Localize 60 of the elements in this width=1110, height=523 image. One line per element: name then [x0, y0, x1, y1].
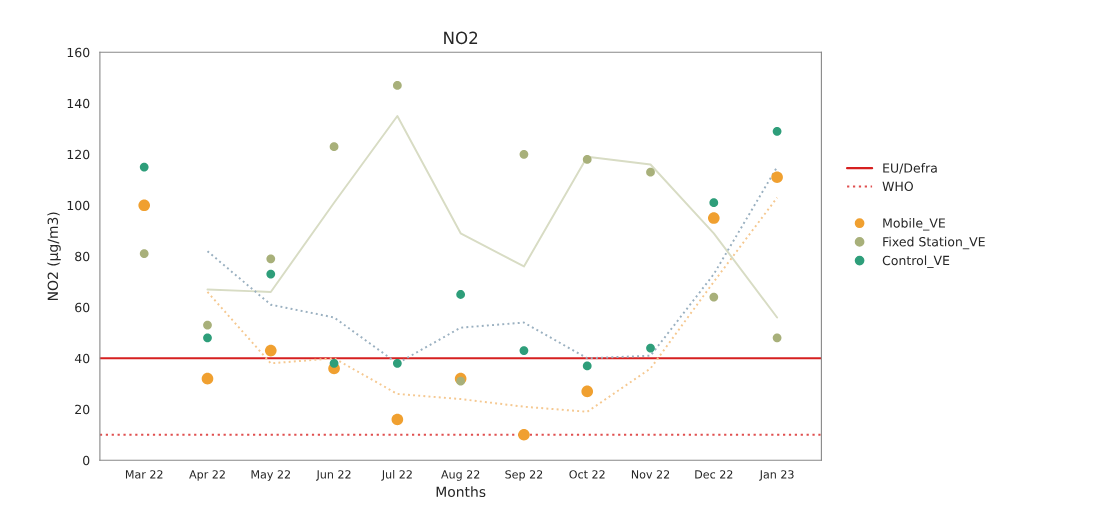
point — [392, 81, 402, 90]
point — [456, 290, 466, 299]
x-tick-label: Jun 22 — [315, 470, 351, 481]
y-axis-title: NO2 (µg/m3) — [47, 212, 61, 300]
legend-label: Control_VE — [882, 255, 950, 268]
point — [264, 344, 277, 357]
point — [392, 358, 402, 368]
legend-label: EU/Defra — [883, 163, 937, 174]
point — [646, 167, 655, 177]
y-tick-label: 100 — [67, 200, 90, 211]
point — [581, 385, 594, 398]
point — [456, 376, 466, 386]
point — [329, 358, 339, 368]
point — [266, 269, 276, 279]
x-tick-label: Aug 22 — [441, 470, 480, 481]
point — [201, 372, 214, 385]
point — [391, 413, 404, 426]
point — [709, 198, 719, 208]
point — [582, 361, 592, 371]
chart-title: NO2 — [444, 31, 478, 45]
x-tick-label: Sep 22 — [505, 470, 543, 481]
legend-label: Mobile_VE — [883, 218, 945, 231]
point — [771, 171, 783, 184]
point — [139, 162, 149, 172]
point — [203, 333, 212, 343]
y-tick-label: 60 — [75, 302, 90, 313]
x-tick-label: Nov 22 — [631, 470, 670, 479]
point — [139, 249, 149, 259]
y-tick-label: 20 — [75, 404, 90, 415]
x-tick-label: May 22 — [251, 470, 290, 481]
y-tick-label: 0 — [83, 455, 90, 466]
point — [582, 154, 592, 164]
y-tick-label: 120 — [67, 149, 90, 160]
line-series — [206, 115, 779, 319]
y-tick-label: 140 — [67, 98, 90, 109]
y-tick-label: 160 — [67, 47, 90, 58]
point — [772, 333, 782, 343]
x-tick-label: Jul 22 — [381, 469, 412, 481]
point — [518, 428, 530, 441]
line-series — [206, 196, 779, 413]
point — [329, 142, 339, 152]
x-tick-label: Apr 22 — [189, 470, 225, 481]
legend-label: WHO — [882, 181, 913, 192]
y-tick-label: 80 — [75, 251, 90, 262]
point — [519, 346, 529, 355]
point — [772, 126, 782, 136]
x-tick-label: Jan 23 — [759, 470, 794, 481]
x-tick-label: Oct 22 — [569, 470, 605, 479]
point — [519, 149, 529, 159]
point — [709, 292, 719, 302]
x-tick-label: Dec 22 — [695, 470, 733, 479]
point — [138, 199, 151, 212]
x-tick-label: Mar 22 — [125, 470, 163, 479]
legend-label: Fixed Station_VE — [883, 236, 985, 250]
x-axis-title: Months — [436, 486, 486, 498]
point — [708, 212, 720, 224]
point — [203, 320, 212, 330]
y-tick-label: 40 — [74, 353, 90, 364]
point — [646, 343, 655, 353]
point — [266, 254, 276, 264]
